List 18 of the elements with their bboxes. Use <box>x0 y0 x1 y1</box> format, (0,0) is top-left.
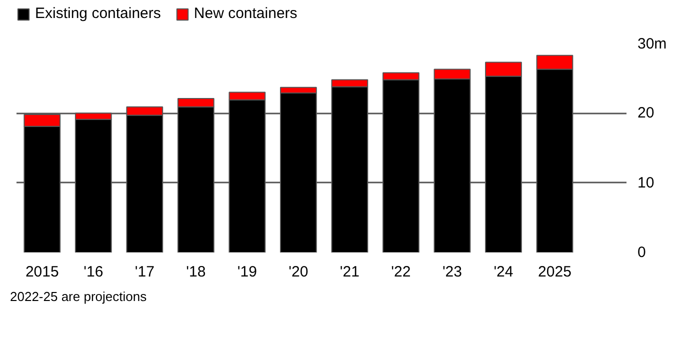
legend-label: Existing containers <box>35 5 161 22</box>
x-tick-label: '24 <box>494 264 514 280</box>
y-tick-label: 20 <box>638 104 654 122</box>
y-tick-label: 0 <box>638 244 646 261</box>
text: 2022-25 are projections <box>10 288 147 306</box>
legend-label: New containers <box>194 5 298 22</box>
x-tick-label: '17 <box>134 264 154 280</box>
x-tick-label: '22 <box>391 264 411 280</box>
x-tick-label: 2025 <box>538 264 572 280</box>
x-tick-label: 2015 <box>25 264 59 280</box>
x-tick-label: '19 <box>237 264 257 280</box>
x-tick-label: '16 <box>84 264 104 280</box>
x-tick-label: '21 <box>340 264 360 280</box>
x-tick-label: '20 <box>288 264 308 280</box>
x-tick-label: '18 <box>186 264 206 280</box>
x-tick-label: '23 <box>442 264 462 280</box>
y-tick-label: 10 <box>638 174 654 192</box>
y-tick-label: 30m <box>638 36 667 52</box>
